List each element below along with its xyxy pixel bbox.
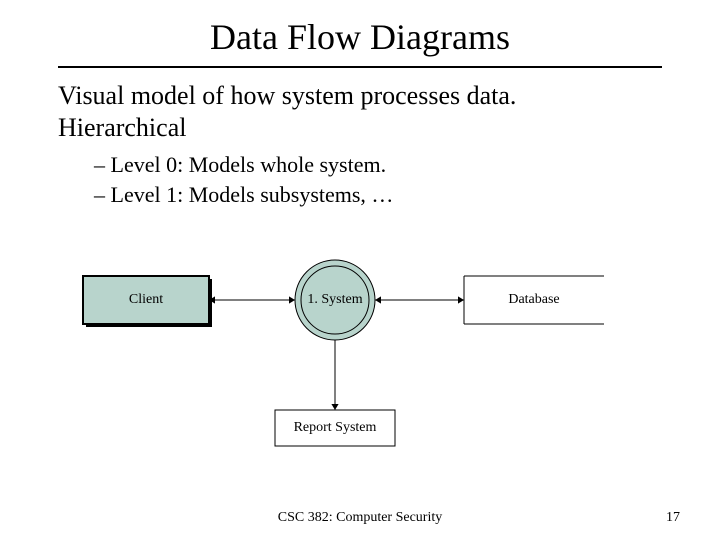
body-line-1: Visual model of how system processes dat… (58, 80, 516, 111)
svg-text:1. System: 1. System (307, 292, 362, 307)
body-sub-2: – Level 1: Models subsystems, … (94, 182, 393, 208)
slide: Data Flow Diagrams Visual model of how s… (0, 0, 720, 540)
svg-text:Client: Client (129, 292, 163, 307)
title-underline (58, 66, 662, 68)
body-sub-1: – Level 0: Models whole system. (94, 152, 386, 178)
footer-page: 17 (666, 510, 680, 526)
body-line-2: Hierarchical (58, 112, 186, 143)
footer-course: CSC 382: Computer Security (0, 510, 720, 526)
slide-title: Data Flow Diagrams (0, 16, 720, 58)
svg-text:Database: Database (508, 292, 559, 307)
svg-text:Report System: Report System (294, 420, 377, 435)
